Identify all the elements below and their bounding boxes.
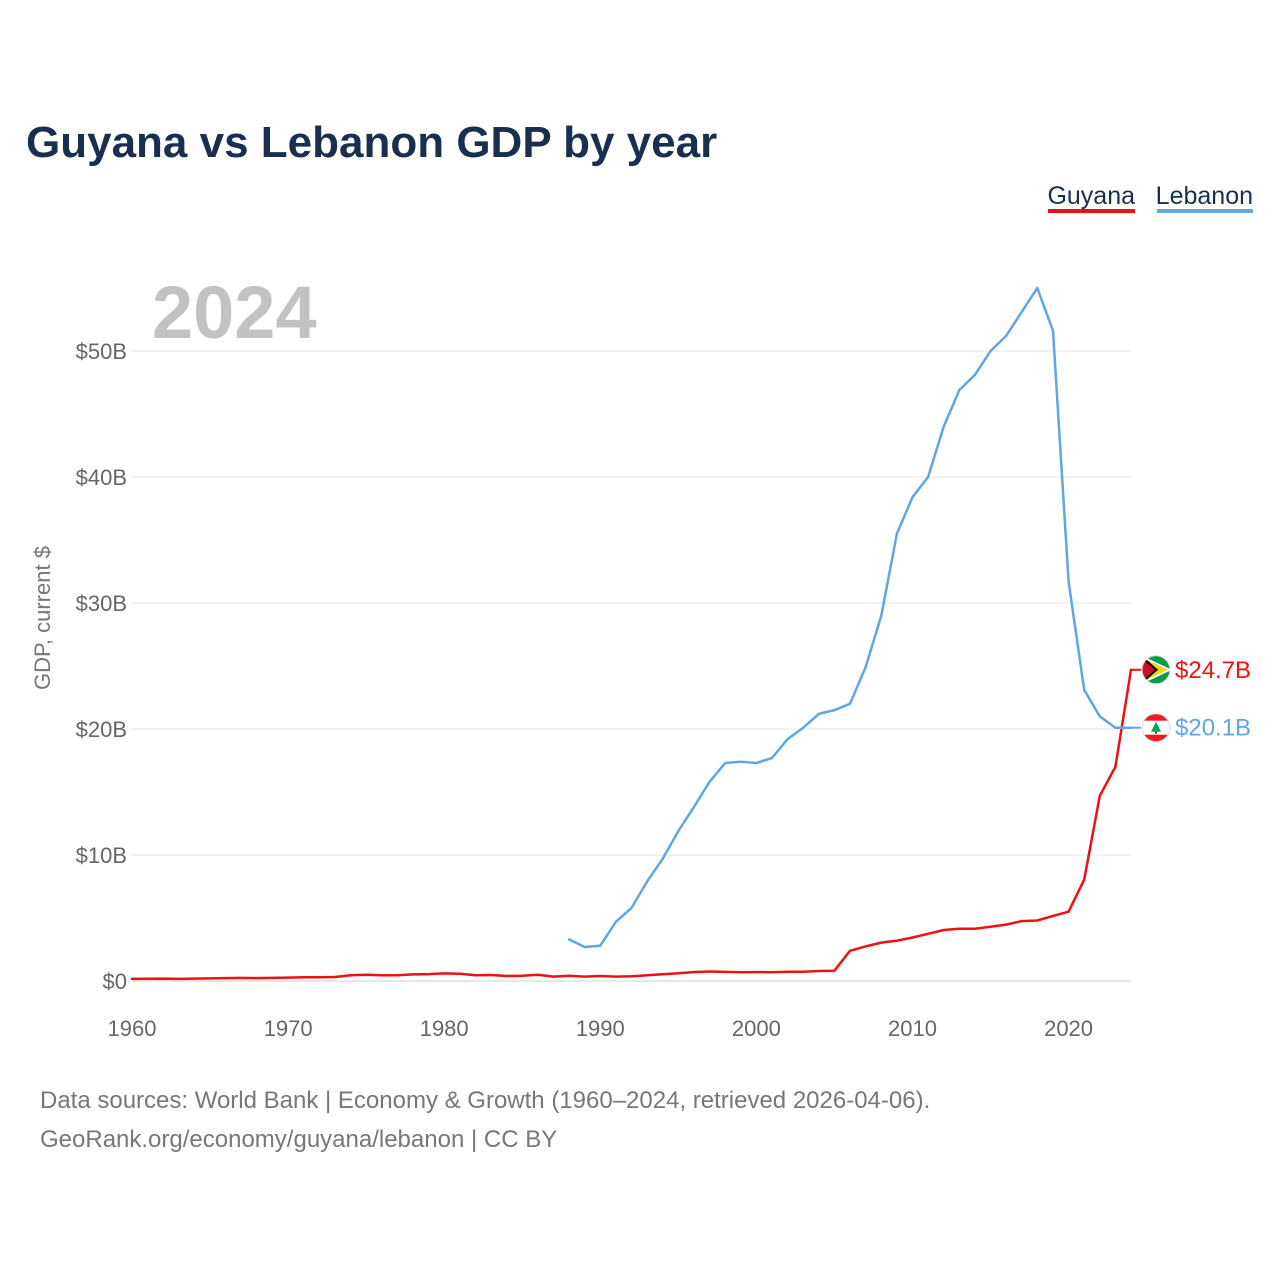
series-line-lebanon	[567, 286, 1133, 949]
x-tick-label: 1970	[264, 1016, 313, 1041]
x-tick-label: 1960	[108, 1016, 157, 1041]
y-tick-label: $0	[103, 969, 127, 994]
current-year-watermark: 2024	[152, 271, 317, 354]
chart-title: Guyana vs Lebanon GDP by year	[26, 118, 717, 167]
x-tick-label: 2000	[732, 1016, 781, 1041]
end-value-label-guyana: $24.7B	[1175, 657, 1251, 684]
y-tick-label: $50B	[76, 339, 127, 364]
x-tick-label: 1990	[576, 1016, 625, 1041]
legend-item-guyana[interactable]: Guyana	[1047, 182, 1135, 213]
legend-label-guyana: Guyana	[1047, 182, 1135, 210]
legend-label-lebanon: Lebanon	[1156, 182, 1253, 210]
y-tick-label: $40B	[76, 465, 127, 490]
legend-item-lebanon[interactable]: Lebanon	[1156, 182, 1253, 213]
x-axis-ticks: 1960 1970 1980 1990 2000 2010 2020	[108, 1016, 1094, 1041]
y-axis-title: GDP, current $	[30, 546, 55, 690]
y-tick-label: $10B	[76, 843, 127, 868]
end-value-label-lebanon: $20.1B	[1175, 715, 1251, 742]
y-tick-label: $30B	[76, 591, 127, 616]
gridlines	[132, 350, 1131, 982]
x-tick-label: 2020	[1044, 1016, 1093, 1041]
x-tick-label: 1980	[420, 1016, 469, 1041]
y-tick-label: $20B	[76, 717, 127, 742]
series-lines	[130, 286, 1133, 981]
data-source-note: Data sources: World Bank | Economy & Gro…	[40, 1087, 930, 1114]
x-tick-label: 2010	[888, 1016, 937, 1041]
lebanon-flag-icon	[1141, 713, 1171, 743]
legend: Guyana Lebanon	[1047, 182, 1253, 213]
series-endpoints: $24.7B $20.1B	[1131, 655, 1251, 743]
series-line-guyana	[130, 668, 1133, 981]
guyana-flag-icon	[1141, 655, 1171, 685]
y-axis-ticks: $0 $10B $20B $30B $40B $50B	[76, 339, 127, 994]
legend-swatch-lebanon	[1157, 209, 1253, 213]
legend-swatch-guyana	[1048, 209, 1135, 213]
attribution-link[interactable]: GeoRank.org/economy/guyana/lebanon | CC …	[40, 1126, 557, 1153]
